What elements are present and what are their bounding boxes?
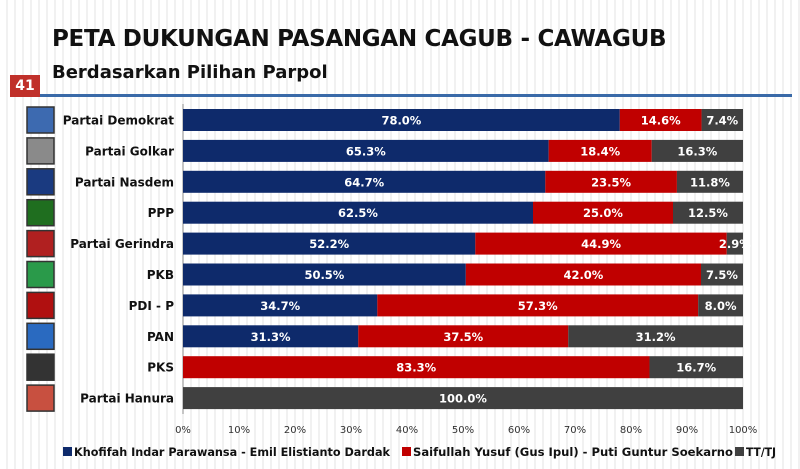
category-label: Partai Hanura xyxy=(80,392,174,406)
data-label: 16.3% xyxy=(677,144,717,158)
bar-segment xyxy=(183,232,476,255)
data-label: 25.0% xyxy=(583,206,623,220)
bar-segment xyxy=(545,170,677,193)
data-label: 18.4% xyxy=(580,144,620,158)
bar-segment xyxy=(475,232,727,255)
bar-segment xyxy=(701,263,743,286)
bar-segment xyxy=(183,356,650,379)
category-label: PKS xyxy=(147,361,174,375)
bar-segment xyxy=(533,201,673,224)
data-label: 50.5% xyxy=(304,268,344,282)
x-tick-label: 100% xyxy=(729,425,758,436)
bar-segment xyxy=(548,139,652,162)
bar-segment xyxy=(619,109,702,131)
data-label: 14.6% xyxy=(641,114,681,128)
x-tick-label: 10% xyxy=(228,425,250,436)
x-tick-label: 90% xyxy=(676,425,698,436)
legend-label: TT/TJ xyxy=(746,445,776,459)
bar-segment xyxy=(183,201,533,224)
data-label: 64.7% xyxy=(344,175,384,189)
bar-segment xyxy=(183,387,743,410)
data-label: 83.3% xyxy=(396,361,436,375)
data-label: 11.8% xyxy=(690,175,730,189)
bar-segment xyxy=(673,201,743,224)
bar-segment xyxy=(183,109,620,131)
x-tick-label: 20% xyxy=(284,425,306,436)
data-label: 37.5% xyxy=(443,330,483,344)
data-label: 78.0% xyxy=(381,114,421,128)
data-label: 65.3% xyxy=(346,144,386,158)
bar-segment xyxy=(183,325,359,348)
x-tick-label: 60% xyxy=(508,425,530,436)
demokrat-logo xyxy=(26,106,55,134)
data-label: 44.9% xyxy=(581,237,621,251)
bar-segment xyxy=(377,294,699,317)
x-tick-label: 0% xyxy=(175,425,191,436)
data-label: 42.0% xyxy=(563,268,603,282)
legend-swatch xyxy=(735,447,744,456)
category-label: PAN xyxy=(147,330,174,344)
category-label: Partai Gerindra xyxy=(70,237,174,251)
bar-segment xyxy=(183,139,549,162)
x-tick-label: 80% xyxy=(620,425,642,436)
data-label: 23.5% xyxy=(591,175,631,189)
legend-swatch xyxy=(402,447,411,456)
bar-segment xyxy=(701,109,743,131)
data-label: 62.5% xyxy=(338,206,378,220)
category-label: PPP xyxy=(148,206,175,220)
data-label: 16.7% xyxy=(676,361,716,375)
page-number-badge: 41 xyxy=(10,75,40,97)
x-tick-label: 30% xyxy=(340,425,362,436)
data-label: 7.5% xyxy=(706,268,738,282)
pkb-logo xyxy=(26,260,55,289)
bar-segment xyxy=(568,325,743,348)
data-label: 100.0% xyxy=(439,392,487,406)
category-label: Partai Golkar xyxy=(85,144,174,158)
category-label: Partai Demokrat xyxy=(63,114,174,128)
data-label: 7.4% xyxy=(706,114,738,128)
bar-segment xyxy=(183,294,378,317)
bar-segment xyxy=(698,294,743,317)
x-tick-label: 50% xyxy=(452,425,474,436)
bar-segment xyxy=(465,263,701,286)
header-divider xyxy=(40,94,792,97)
page-subtitle: Berdasarkan Pilihan Parpol xyxy=(52,62,328,83)
data-label: 2.9% xyxy=(719,237,751,251)
data-label: 8.0% xyxy=(705,299,737,313)
data-label: 52.2% xyxy=(309,237,349,251)
pan-logo xyxy=(26,322,55,351)
data-label: 34.7% xyxy=(260,299,300,313)
category-label: PKB xyxy=(147,268,174,282)
pdip-logo xyxy=(26,291,55,320)
page-title: PETA DUKUNGAN PASANGAN CAGUB - CAWAGUB xyxy=(52,26,667,52)
x-tick-label: 70% xyxy=(564,425,586,436)
hanura-logo xyxy=(26,384,55,412)
bar-segment xyxy=(649,356,743,379)
legend-label: Saifullah Yusuf (Gus Ipul) - Puti Guntur… xyxy=(413,445,733,459)
category-label: PDI - P xyxy=(129,299,175,313)
data-label: 57.3% xyxy=(518,299,558,313)
bar-segment xyxy=(651,139,743,162)
legend-label: Khofifah Indar Parawansa - Emil Elistian… xyxy=(74,445,390,459)
bar-segment xyxy=(358,325,569,348)
golkar-logo xyxy=(26,137,55,165)
bar-segment xyxy=(726,232,743,255)
legend-swatch xyxy=(63,447,72,456)
bar-segment xyxy=(183,263,466,286)
ppp-logo xyxy=(26,198,55,227)
data-label: 12.5% xyxy=(688,206,728,220)
bar-segment xyxy=(183,170,546,193)
gerindra-logo xyxy=(26,229,55,258)
data-label: 31.3% xyxy=(251,330,291,344)
nasdem-logo xyxy=(26,168,55,196)
data-label: 31.2% xyxy=(636,330,676,344)
bar-segment xyxy=(676,170,743,193)
x-tick-label: 40% xyxy=(396,425,418,436)
pks-logo xyxy=(26,353,55,381)
category-label: Partai Nasdem xyxy=(75,175,174,189)
